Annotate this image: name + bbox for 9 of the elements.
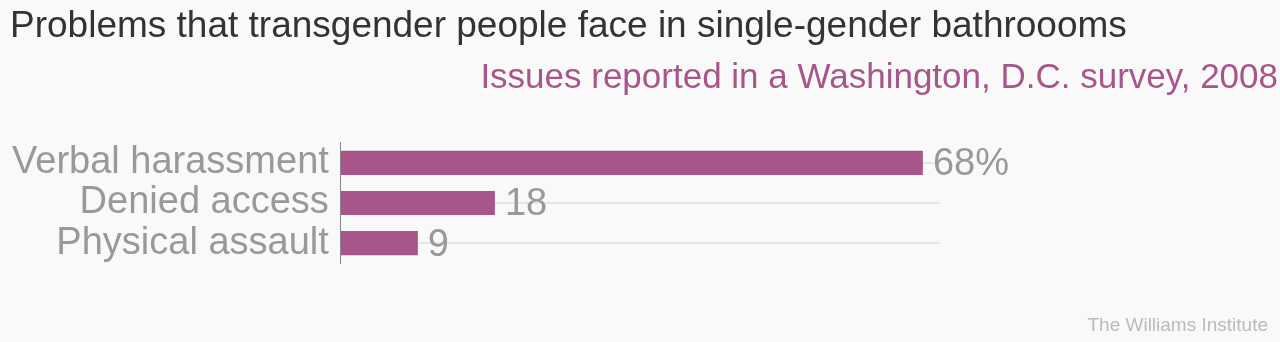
data-label: 18 [504,181,548,224]
y-tick-label: Verbal harassment [12,139,330,182]
text: The Williams Institute [1087,314,1268,336]
y-tick-label: Denied access [79,179,329,222]
data-label: 9 [427,221,450,264]
y-tick-label: Physical assault [56,219,330,262]
chart-title: Problems that transgender people face in single-gender bathroooms [10,4,1127,46]
chart-subtitle: Issues reported in a Washington, D.C. survey, 2008 [480,56,1278,96]
data-label: 68% [932,141,1009,184]
